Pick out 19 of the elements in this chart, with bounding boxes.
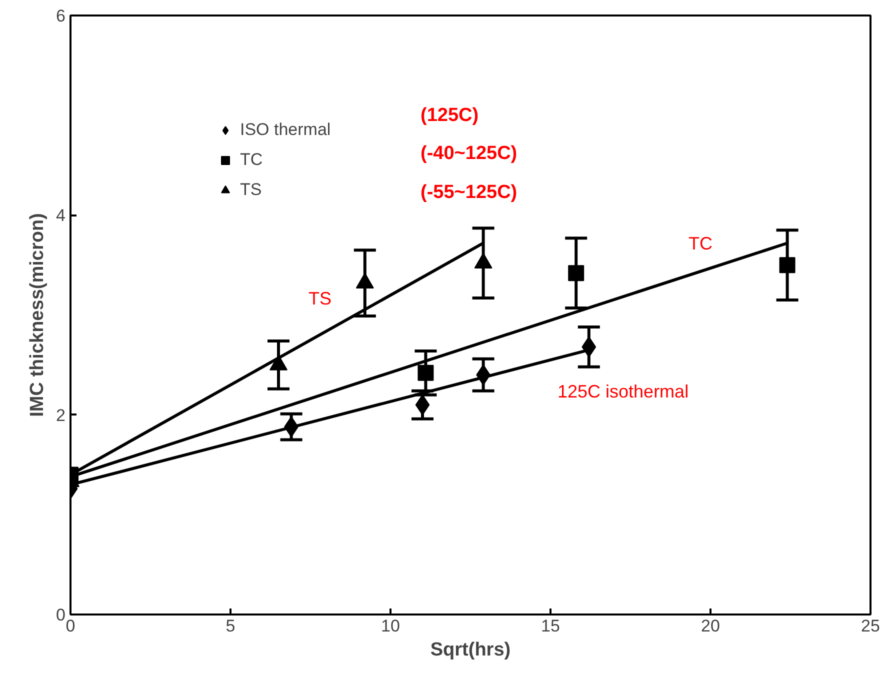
legend-label: ISO thermal	[240, 120, 331, 140]
annotation: TS	[308, 288, 332, 308]
annotation: (-55~125C)	[420, 182, 518, 203]
y-tick-label: 6	[56, 6, 66, 26]
y-axis-title: IMC thickness(micron)	[27, 213, 48, 417]
y-tick-label: 4	[56, 206, 66, 226]
x-tick-label: 20	[701, 616, 720, 636]
x-axis-title: Sqrt(hrs)	[430, 640, 511, 660]
x-tick-label: 10	[381, 616, 400, 636]
annotation: 125C isothermal	[558, 382, 689, 402]
x-tick-label: 5	[226, 616, 236, 636]
y-tick-label: 2	[56, 406, 66, 425]
annotation: (125C)	[420, 105, 479, 126]
annotation: (-40~125C)	[420, 143, 518, 164]
x-tick-label: 25	[861, 616, 880, 636]
legend-label: TC	[240, 150, 263, 170]
x-tick-label: 15	[541, 616, 560, 636]
annotation: TC	[688, 234, 712, 254]
legend-label: TS	[240, 180, 262, 200]
